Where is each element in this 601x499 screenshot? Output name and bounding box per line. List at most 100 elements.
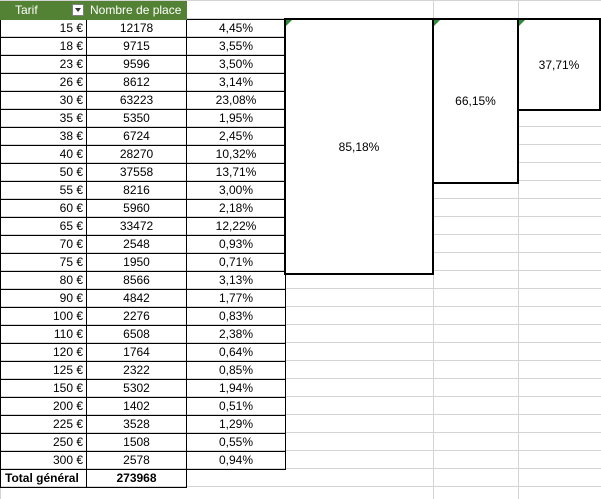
count-header[interactable]: Nombre de place	[86, 1, 187, 20]
count-cell[interactable]: 1950	[86, 253, 187, 272]
tarif-cell[interactable]: 23 €	[0, 55, 87, 74]
count-cell[interactable]: 28270	[86, 145, 187, 164]
tarif-cell[interactable]: 35 €	[0, 109, 87, 128]
tarif-cell[interactable]: 225 €	[0, 415, 87, 434]
percent-cell[interactable]: 0,94%	[186, 451, 286, 470]
tarif-cell[interactable]: 90 €	[0, 289, 87, 308]
percent-cell[interactable]: 0,55%	[186, 433, 286, 452]
tarif-cell[interactable]: 18 €	[0, 37, 87, 56]
percent-cell[interactable]: 23,08%	[186, 91, 286, 110]
percent-cell[interactable]: 0,51%	[186, 397, 286, 416]
tarif-cell[interactable]: 200 €	[0, 397, 87, 416]
tarif-cell[interactable]: 250 €	[0, 433, 87, 452]
table-row: 120 €1764 0,64%	[0, 343, 286, 362]
tarif-header-label: Tarif	[15, 3, 38, 17]
cell-indicator-icon	[519, 20, 525, 26]
percent-cell[interactable]: 3,00%	[186, 181, 286, 200]
count-cell[interactable]: 1764	[86, 343, 187, 362]
tarif-cell[interactable]: 70 €	[0, 235, 87, 254]
tarif-cell[interactable]: 60 €	[0, 199, 87, 218]
count-cell[interactable]: 6508	[86, 325, 187, 344]
count-cell[interactable]: 3528	[86, 415, 187, 434]
count-cell[interactable]: 5960	[86, 199, 187, 218]
count-cell[interactable]: 2548	[86, 235, 187, 254]
percent-cell[interactable]: 3,14%	[186, 73, 286, 92]
tarif-cell[interactable]: 55 €	[0, 181, 87, 200]
tarif-cell[interactable]: 100 €	[0, 307, 87, 326]
tarif-header[interactable]: Tarif	[0, 1, 87, 20]
tarif-cell[interactable]: 125 €	[0, 361, 87, 380]
pivot-header-row: Tarif Nombre de place	[0, 1, 286, 20]
percentage-box-2-value: 66,15%	[455, 94, 496, 108]
percent-cell[interactable]: 1,94%	[186, 379, 286, 398]
percent-cell[interactable]: 10,32%	[186, 145, 286, 164]
tarif-cell[interactable]: 300 €	[0, 451, 87, 470]
percent-cell[interactable]: 0,85%	[186, 361, 286, 380]
tarif-cell[interactable]: 30 €	[0, 91, 87, 110]
count-cell[interactable]: 8612	[86, 73, 187, 92]
percent-cell[interactable]: 4,45%	[186, 19, 286, 38]
percent-cell[interactable]: 1,29%	[186, 415, 286, 434]
tarif-cell[interactable]: 50 €	[0, 163, 87, 182]
count-cell[interactable]: 8216	[86, 181, 187, 200]
percent-cell[interactable]: 2,38%	[186, 325, 286, 344]
count-cell[interactable]: 5302	[86, 379, 187, 398]
total-label[interactable]: Total général	[0, 469, 87, 488]
count-cell[interactable]: 33472	[86, 217, 187, 236]
percent-cell[interactable]: 2,18%	[186, 199, 286, 218]
percent-cell[interactable]: 3,13%	[186, 271, 286, 290]
count-cell[interactable]: 8566	[86, 271, 187, 290]
count-cell[interactable]: 2322	[86, 361, 187, 380]
column-divider	[518, 0, 519, 499]
percent-cell[interactable]: 3,55%	[186, 37, 286, 56]
cell-indicator-icon	[434, 20, 440, 26]
table-row: 50 €37558 13,71%	[0, 163, 286, 182]
tarif-cell[interactable]: 65 €	[0, 217, 87, 236]
percent-cell[interactable]: 13,71%	[186, 163, 286, 182]
percentage-box-3[interactable]: 37,71%	[517, 18, 601, 111]
percent-cell[interactable]: 0,64%	[186, 343, 286, 362]
percent-cell[interactable]: 0,71%	[186, 253, 286, 272]
count-cell[interactable]: 9715	[86, 37, 187, 56]
count-cell[interactable]: 63223	[86, 91, 187, 110]
filter-dropdown-icon[interactable]	[72, 4, 84, 16]
total-row: Total général 273968	[0, 469, 286, 488]
tarif-cell[interactable]: 120 €	[0, 343, 87, 362]
count-cell[interactable]: 5350	[86, 109, 187, 128]
table-row: 65 €33472 12,22%	[0, 217, 286, 236]
count-cell[interactable]: 6724	[86, 127, 187, 146]
percent-cell[interactable]: 1,77%	[186, 289, 286, 308]
count-cell[interactable]: 2578	[86, 451, 187, 470]
tarif-cell[interactable]: 150 €	[0, 379, 87, 398]
tarif-cell[interactable]: 40 €	[0, 145, 87, 164]
percentage-box-1[interactable]: 85,18%	[284, 18, 434, 275]
pivot-table: Tarif Nombre de place 15 €12178 4,45% 18 €…	[0, 1, 286, 488]
tarif-cell[interactable]: 26 €	[0, 73, 87, 92]
percent-cell[interactable]: 2,45%	[186, 127, 286, 146]
percent-cell[interactable]: 0,83%	[186, 307, 286, 326]
percent-cell[interactable]: 12,22%	[186, 217, 286, 236]
count-cell[interactable]: 1508	[86, 433, 187, 452]
table-row: 18 €9715 3,55%	[0, 37, 286, 56]
percent-cell[interactable]: 0,93%	[186, 235, 286, 254]
count-cell[interactable]: 12178	[86, 19, 187, 38]
percent-cell[interactable]: 1,95%	[186, 109, 286, 128]
tarif-cell[interactable]: 15 €	[0, 19, 87, 38]
tarif-cell[interactable]: 75 €	[0, 253, 87, 272]
total-value[interactable]: 273968	[86, 469, 187, 488]
count-cell[interactable]: 9596	[86, 55, 187, 74]
percent-cell[interactable]: 3,50%	[186, 55, 286, 74]
table-row: 150 €5302 1,94%	[0, 379, 286, 398]
table-row: 15 €12178 4,45%	[0, 19, 286, 38]
count-cell[interactable]: 4842	[86, 289, 187, 308]
tarif-cell[interactable]: 110 €	[0, 325, 87, 344]
count-cell[interactable]: 2276	[86, 307, 187, 326]
tarif-cell[interactable]: 38 €	[0, 127, 87, 146]
percentage-box-2[interactable]: 66,15%	[432, 18, 519, 184]
count-cell[interactable]: 1402	[86, 397, 187, 416]
count-cell[interactable]: 37558	[86, 163, 187, 182]
table-row: 300 €2578 0,94%	[0, 451, 286, 470]
tarif-cell[interactable]: 80 €	[0, 271, 87, 290]
table-row: 90 €4842 1,77%	[0, 289, 286, 308]
percentage-box-1-value: 85,18%	[338, 139, 380, 154]
